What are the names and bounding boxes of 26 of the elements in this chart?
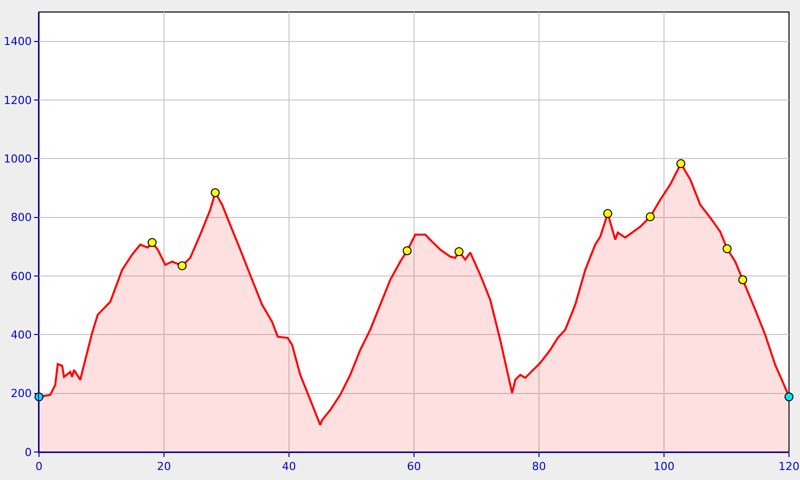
point	[210, 188, 220, 198]
y-tick-label: 400	[10, 328, 32, 342]
y-tick-label: 1400	[4, 35, 32, 48]
x-tick-label: 100	[654, 460, 674, 474]
point	[603, 209, 612, 218]
y-tick-label: 800	[10, 211, 32, 224]
x-tick-label: 60	[407, 460, 421, 474]
point	[402, 246, 412, 256]
point	[738, 275, 748, 284]
x-tick-label: 80	[532, 460, 546, 474]
point	[646, 212, 655, 222]
y-tick-label: 600	[10, 270, 32, 283]
x-tick-label: 40	[282, 460, 296, 474]
point	[454, 247, 464, 256]
y-tick-label: 1000	[4, 152, 32, 166]
point	[784, 392, 794, 402]
y-tick-label: 200	[10, 387, 32, 400]
point	[722, 244, 732, 254]
y-tick-label: 0	[24, 446, 32, 459]
x-tick-label: 20	[157, 460, 171, 474]
point	[148, 238, 157, 248]
x-tick-label: 0	[36, 460, 42, 474]
point	[178, 261, 187, 270]
x-tick-label: 120	[778, 460, 800, 474]
point	[676, 159, 686, 168]
y-tick-label: 1200	[4, 94, 32, 107]
